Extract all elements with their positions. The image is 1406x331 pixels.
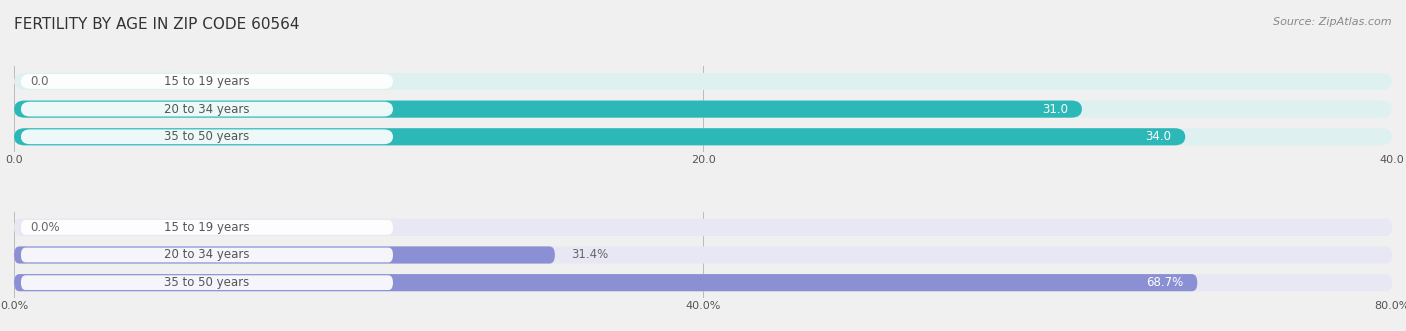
Text: 0.0: 0.0 bbox=[31, 75, 49, 88]
FancyBboxPatch shape bbox=[14, 219, 1392, 236]
Text: 15 to 19 years: 15 to 19 years bbox=[165, 221, 250, 234]
Text: FERTILITY BY AGE IN ZIP CODE 60564: FERTILITY BY AGE IN ZIP CODE 60564 bbox=[14, 17, 299, 31]
Text: 0.0%: 0.0% bbox=[31, 221, 60, 234]
FancyBboxPatch shape bbox=[21, 74, 394, 89]
FancyBboxPatch shape bbox=[21, 220, 394, 235]
FancyBboxPatch shape bbox=[21, 275, 394, 290]
Text: 15 to 19 years: 15 to 19 years bbox=[165, 75, 250, 88]
FancyBboxPatch shape bbox=[14, 274, 1392, 291]
FancyBboxPatch shape bbox=[14, 101, 1083, 118]
Text: 20 to 34 years: 20 to 34 years bbox=[165, 249, 250, 261]
FancyBboxPatch shape bbox=[14, 246, 555, 263]
Text: 31.0: 31.0 bbox=[1042, 103, 1069, 116]
FancyBboxPatch shape bbox=[14, 73, 1392, 90]
Text: Source: ZipAtlas.com: Source: ZipAtlas.com bbox=[1274, 17, 1392, 26]
Text: 35 to 50 years: 35 to 50 years bbox=[165, 276, 250, 289]
Text: 34.0: 34.0 bbox=[1146, 130, 1171, 143]
FancyBboxPatch shape bbox=[14, 274, 1198, 291]
FancyBboxPatch shape bbox=[21, 102, 394, 117]
FancyBboxPatch shape bbox=[14, 128, 1392, 145]
FancyBboxPatch shape bbox=[21, 129, 394, 144]
FancyBboxPatch shape bbox=[14, 246, 1392, 263]
Text: 31.4%: 31.4% bbox=[571, 249, 609, 261]
FancyBboxPatch shape bbox=[14, 101, 1392, 118]
FancyBboxPatch shape bbox=[21, 248, 394, 262]
Text: 35 to 50 years: 35 to 50 years bbox=[165, 130, 250, 143]
FancyBboxPatch shape bbox=[14, 128, 1185, 145]
Text: 20 to 34 years: 20 to 34 years bbox=[165, 103, 250, 116]
Text: 68.7%: 68.7% bbox=[1146, 276, 1184, 289]
